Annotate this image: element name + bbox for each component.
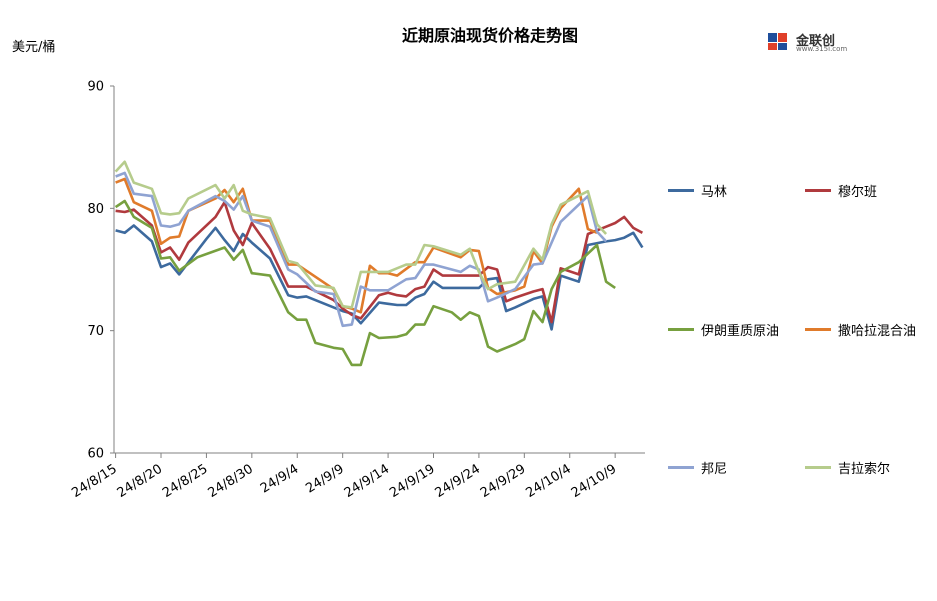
- y-tick-label: 60: [87, 447, 104, 462]
- x-tick-label: 24/8/15: [69, 462, 119, 501]
- y-tick-label: 80: [87, 202, 104, 217]
- x-tick-label: 24/9/29: [478, 462, 528, 501]
- x-tick-label: 24/8/25: [160, 462, 210, 501]
- legend-item-3: 撒哈拉混合油: [805, 320, 916, 339]
- series-line-1: [115, 200, 644, 324]
- x-tick-label: 24/8/30: [206, 462, 256, 501]
- legend-label: 邦尼: [701, 462, 728, 477]
- x-tick-label: 24/9/14: [342, 462, 392, 501]
- legend-label: 撒哈拉混合油: [838, 324, 917, 339]
- logo-mark-icon: [768, 33, 787, 50]
- legend-swatch: [805, 189, 831, 192]
- legend-label: 吉拉索尔: [838, 462, 891, 477]
- legend-item-4: 邦尼: [668, 458, 727, 477]
- y-axis-unit-label: 美元/桶: [12, 40, 56, 55]
- series-line-4: [115, 171, 608, 328]
- logo-url: www.315i.com: [796, 45, 848, 53]
- x-tick-label: 24/9/24: [433, 462, 483, 501]
- y-tick-label: 90: [87, 80, 104, 95]
- legend-item-0: 马林: [668, 181, 727, 200]
- x-tick-label: 24/10/9: [569, 462, 619, 501]
- legend-swatch: [668, 466, 694, 469]
- legend-label: 马林: [701, 185, 728, 200]
- logo-text: 金联创: [796, 34, 836, 49]
- x-tick-label: 24/9/4: [258, 462, 301, 497]
- legend-label: 伊朗重质原油: [701, 324, 780, 339]
- x-tick-label: 24/9/9: [303, 462, 346, 497]
- legend-swatch: [668, 189, 694, 192]
- y-tick-label: 70: [87, 324, 104, 339]
- series-line-0: [115, 224, 644, 331]
- series-line-2: [114, 199, 616, 367]
- legend-item-5: 吉拉索尔: [805, 458, 890, 477]
- brand-logo: 金联创 www.315i.com: [766, 28, 856, 56]
- legend-item-1: 穆尔班: [805, 181, 877, 200]
- x-tick-label: 24/10/4: [523, 462, 573, 501]
- legend-swatch: [805, 328, 831, 331]
- legend-swatch: [805, 466, 831, 469]
- x-tick-label: 24/9/19: [387, 462, 437, 501]
- legend-label: 穆尔班: [838, 185, 878, 200]
- legend-swatch: [668, 328, 694, 331]
- legend-item-2: 伊朗重质原油: [668, 320, 779, 339]
- chart-title: 近期原油现货价格走势图: [401, 26, 578, 45]
- series-line-5: [114, 160, 608, 309]
- chart-series: [114, 160, 644, 367]
- x-tick-label: 24/8/20: [115, 462, 165, 501]
